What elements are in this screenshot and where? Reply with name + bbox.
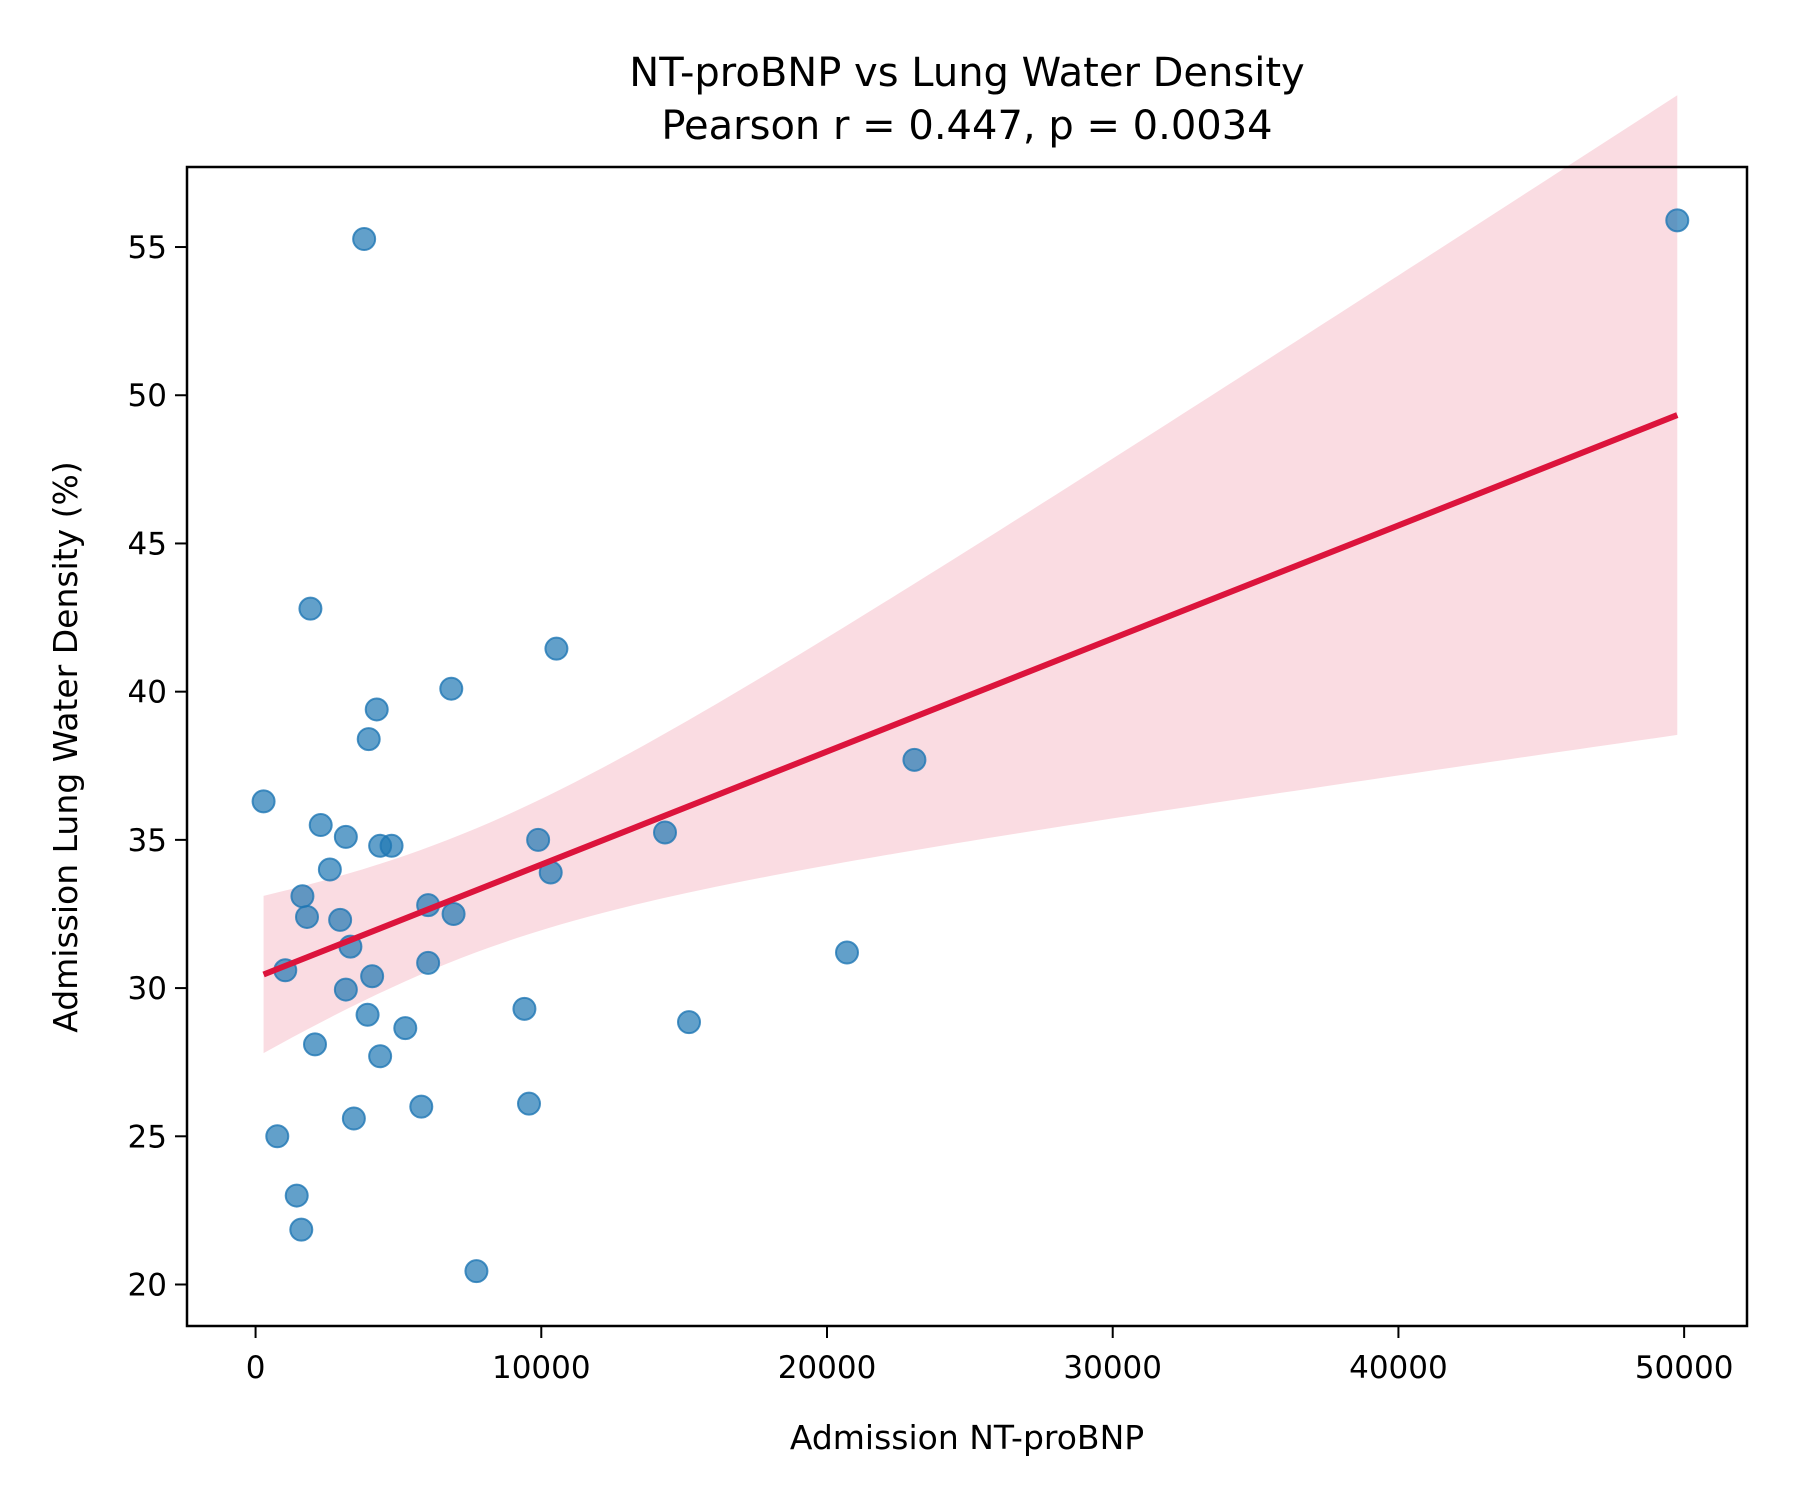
y-tick-label: 30 [128, 971, 167, 1007]
data-point [902, 747, 927, 772]
x-axis-label: Admission NT-proBNP [790, 1418, 1144, 1457]
y-ticks: 20 25 30 35 40 45 50 55 [128, 230, 187, 1304]
data-point [1665, 208, 1690, 233]
data-point [653, 820, 677, 845]
y-tick-label: 45 [128, 526, 167, 562]
data-point [308, 813, 333, 838]
chart-subtitle: Pearson r = 0.447, p = 0.0034 [661, 103, 1272, 149]
data-point [333, 977, 358, 1002]
data-point [352, 227, 377, 252]
regression-line [262, 412, 1679, 978]
data-point [328, 907, 353, 932]
data-point [439, 676, 464, 701]
data-point [517, 1091, 541, 1116]
data-point [677, 1010, 701, 1035]
data-point [835, 940, 859, 965]
data-point [379, 833, 404, 858]
y-axis-label: Admission Lung Water Density (%) [46, 461, 85, 1033]
data-point [544, 636, 569, 661]
x-tick-label: 30000 [1063, 1350, 1162, 1386]
data-point [512, 996, 537, 1021]
x-tick-label: 0 [246, 1350, 266, 1386]
data-point [303, 1032, 327, 1057]
y-tick-label: 50 [128, 378, 167, 414]
data-point [341, 1106, 366, 1131]
data-point [265, 1124, 290, 1149]
chart-title: NT-proBNP vs Lung Water Density [629, 50, 1304, 96]
data-point [284, 1183, 309, 1208]
axes-frame [185, 165, 1749, 1328]
data-point [364, 697, 389, 722]
data-point [526, 827, 551, 852]
data-point [333, 824, 358, 849]
data-point [355, 1002, 380, 1027]
data-point [251, 789, 276, 814]
data-point [368, 1044, 393, 1069]
x-tick-label: 10000 [492, 1350, 591, 1386]
fit-line-layer [262, 412, 1679, 978]
data-point [290, 884, 315, 909]
data-point [298, 596, 323, 621]
confidence-band-layer [263, 95, 1678, 1054]
y-tick-label: 35 [128, 823, 167, 859]
data-point [356, 727, 381, 752]
x-tick-label: 50000 [1635, 1350, 1734, 1386]
y-tick-label: 20 [128, 1268, 167, 1304]
data-point [393, 1016, 418, 1041]
confidence-band [263, 95, 1678, 1054]
data-point [317, 857, 342, 882]
y-tick-label: 25 [128, 1119, 167, 1155]
data-point [295, 904, 319, 929]
points-layer [251, 208, 1690, 1284]
data-point [289, 1217, 314, 1242]
data-point [416, 950, 441, 975]
data-point [409, 1094, 434, 1119]
y-tick-label: 55 [128, 230, 167, 266]
y-tick-label: 40 [128, 675, 167, 711]
x-ticks: 0 10000 20000 30000 40000 50000 [246, 1326, 1734, 1386]
data-point [464, 1259, 489, 1284]
x-tick-label: 20000 [778, 1350, 877, 1386]
x-tick-label: 40000 [1349, 1350, 1448, 1386]
data-point [441, 901, 466, 926]
data-point [360, 964, 385, 989]
